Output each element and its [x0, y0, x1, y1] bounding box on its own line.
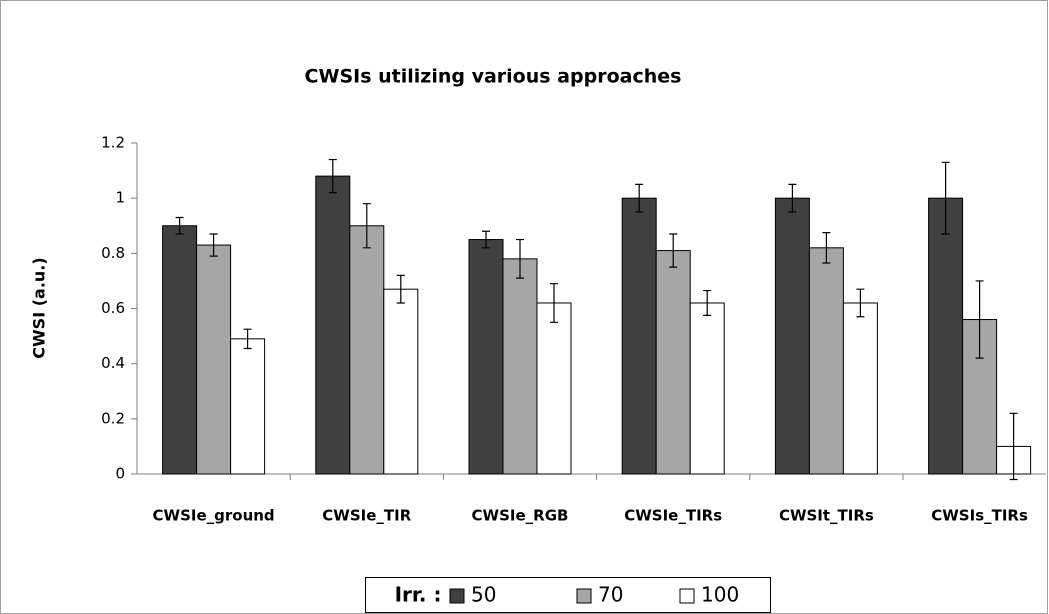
error-bar [362, 203, 371, 249]
bar [621, 197, 657, 475]
bar [842, 302, 878, 475]
bar [162, 225, 198, 475]
legend-title: Irr. : [395, 583, 442, 607]
legend-swatch [679, 588, 695, 604]
legend-swatch [449, 588, 465, 604]
error-bar [703, 289, 712, 316]
chart-title: CWSIs utilizing various approaches [305, 66, 682, 88]
bar [536, 302, 572, 475]
error-bar [1009, 412, 1018, 481]
y-tick-label: 0.8 [101, 244, 125, 262]
x-tick-label: CWSIe_TIR [322, 507, 411, 525]
error-bar [396, 274, 405, 304]
legend-swatch [576, 588, 592, 604]
y-tick-label: 1 [115, 189, 125, 207]
error-bar [209, 233, 218, 257]
error-bar [243, 328, 252, 350]
error-bar [822, 232, 831, 264]
bar [383, 288, 419, 475]
error-bar [856, 288, 865, 318]
y-tick-label: 0.2 [101, 409, 125, 427]
y-axis-label: CWSI (a.u.) [30, 257, 49, 358]
bar [315, 175, 351, 475]
error-bar [941, 161, 950, 235]
error-bar [175, 216, 184, 235]
y-tick-label: 1.2 [101, 134, 125, 152]
bar [928, 197, 964, 475]
bar [196, 244, 232, 475]
error-bar [550, 283, 558, 323]
error-bar [516, 238, 524, 279]
error-bar [669, 233, 678, 268]
legend-label: 50 [471, 583, 496, 607]
bar [774, 197, 810, 475]
x-tick-label: CWSIe_RGB [472, 507, 569, 525]
bar [230, 338, 266, 475]
error-bar [328, 158, 337, 194]
error-bar [635, 183, 644, 213]
legend-label: 70 [598, 583, 623, 607]
y-tick-label: 0.4 [101, 354, 125, 372]
x-tick-label: CWSIs_TIRs [931, 507, 1028, 525]
legend-label: 100 [701, 583, 739, 607]
x-tick-label: CWSIe_ground [153, 507, 275, 525]
bar [689, 302, 725, 475]
bar [655, 250, 691, 475]
bar [502, 258, 538, 475]
bar [468, 239, 504, 475]
bar [808, 247, 844, 475]
y-tick-label: 0.6 [101, 299, 125, 317]
y-tick-label: 0 [115, 465, 125, 483]
error-bar [975, 280, 984, 359]
legend-box [365, 577, 771, 613]
x-tick-label: CWSIt_TIRs [779, 507, 874, 525]
error-bar [482, 230, 490, 249]
bar [349, 225, 385, 475]
x-tick-label: CWSIe_TIRs [624, 507, 722, 525]
error-bar [788, 183, 797, 213]
